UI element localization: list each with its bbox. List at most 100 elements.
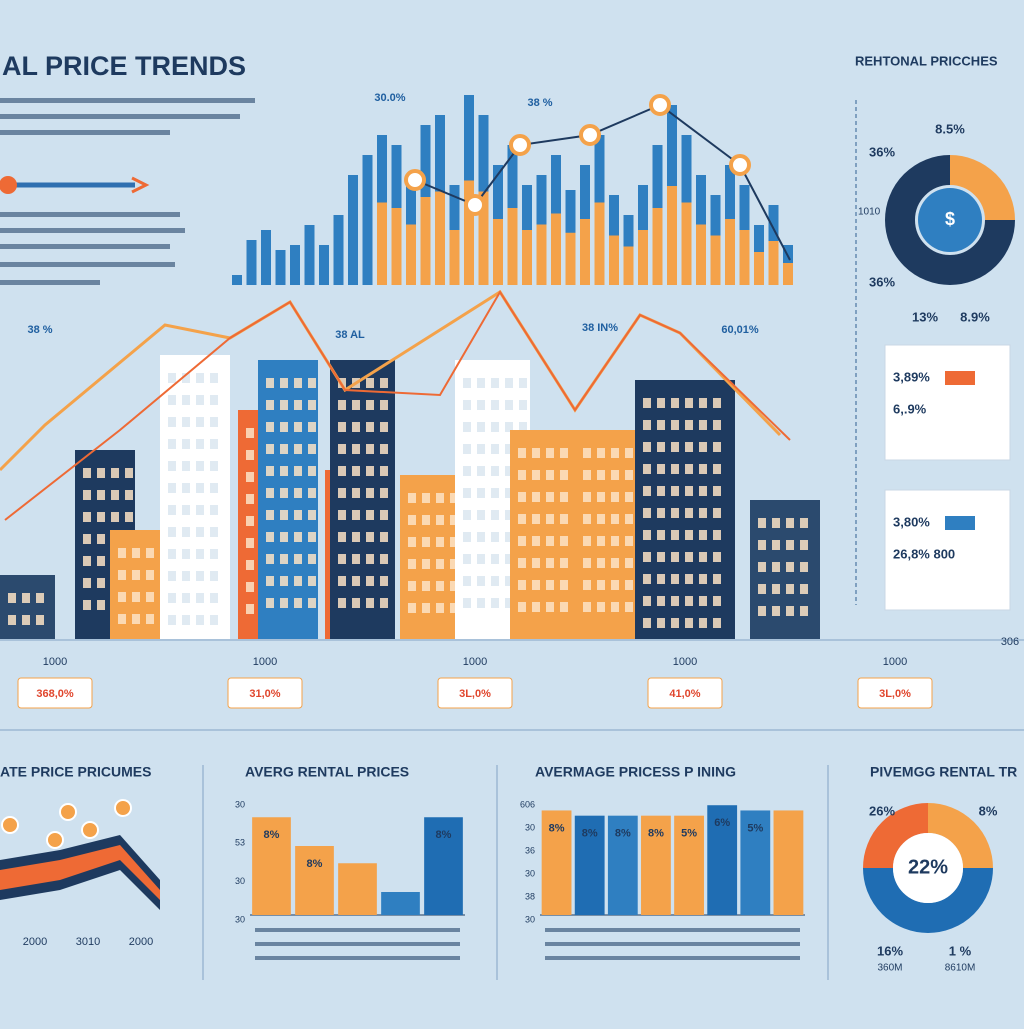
window bbox=[210, 571, 218, 581]
window bbox=[436, 581, 444, 591]
window bbox=[657, 530, 665, 540]
window bbox=[146, 614, 154, 624]
window bbox=[713, 618, 721, 628]
window bbox=[685, 530, 693, 540]
window bbox=[450, 603, 458, 613]
window bbox=[699, 398, 707, 408]
window bbox=[118, 548, 126, 558]
bar bbox=[252, 817, 291, 915]
window bbox=[685, 552, 693, 562]
window bbox=[168, 593, 176, 603]
deco-bar bbox=[652, 208, 663, 285]
window bbox=[518, 536, 526, 546]
window bbox=[22, 593, 30, 603]
window bbox=[463, 554, 471, 564]
deco-bar bbox=[681, 202, 692, 285]
window bbox=[597, 492, 605, 502]
window bbox=[583, 558, 591, 568]
deco-bar bbox=[783, 263, 793, 285]
chart-label: 30.0% bbox=[374, 92, 405, 104]
bar bbox=[740, 810, 771, 915]
bar bbox=[295, 846, 334, 915]
x-label: 3010 bbox=[76, 936, 100, 948]
window bbox=[83, 600, 91, 610]
window bbox=[380, 576, 388, 586]
window bbox=[477, 510, 485, 520]
window bbox=[196, 439, 204, 449]
bar bbox=[541, 810, 572, 915]
window bbox=[505, 488, 513, 498]
window bbox=[118, 592, 126, 602]
axis-label: 53 bbox=[235, 838, 245, 848]
year-label: 1000 bbox=[463, 656, 487, 668]
window bbox=[463, 444, 471, 454]
window bbox=[519, 422, 527, 432]
window bbox=[657, 596, 665, 606]
window bbox=[713, 442, 721, 452]
window bbox=[246, 494, 254, 504]
window bbox=[182, 527, 190, 537]
window bbox=[699, 552, 707, 562]
window bbox=[611, 602, 619, 612]
donut-hole bbox=[893, 833, 963, 903]
card bbox=[884, 489, 1011, 611]
window bbox=[308, 422, 316, 432]
window bbox=[597, 580, 605, 590]
bar-label: 8% bbox=[549, 822, 565, 834]
deco-bar bbox=[696, 224, 706, 285]
bar-label: 5% bbox=[747, 822, 763, 834]
window bbox=[338, 554, 346, 564]
window bbox=[713, 486, 721, 496]
window bbox=[597, 470, 605, 480]
window bbox=[168, 395, 176, 405]
window bbox=[83, 468, 91, 478]
window bbox=[597, 448, 605, 458]
deco-dot bbox=[579, 124, 601, 146]
window bbox=[699, 420, 707, 430]
window bbox=[699, 618, 707, 628]
window bbox=[168, 505, 176, 515]
window bbox=[758, 518, 766, 528]
window bbox=[380, 466, 388, 476]
window bbox=[546, 558, 554, 568]
window bbox=[546, 448, 554, 458]
window bbox=[657, 574, 665, 584]
window bbox=[786, 606, 794, 616]
window bbox=[699, 530, 707, 540]
window bbox=[422, 581, 430, 591]
window bbox=[671, 442, 679, 452]
window bbox=[786, 540, 794, 550]
window bbox=[168, 549, 176, 559]
bar-label: 8% bbox=[582, 828, 598, 840]
window bbox=[146, 548, 154, 558]
deco-bar bbox=[754, 252, 764, 285]
window bbox=[463, 422, 471, 432]
window bbox=[611, 448, 619, 458]
window bbox=[758, 562, 766, 572]
card-value: 3,89% bbox=[893, 369, 930, 384]
window bbox=[380, 422, 388, 432]
window bbox=[436, 537, 444, 547]
window bbox=[477, 444, 485, 454]
window bbox=[597, 514, 605, 524]
panel-title: PIVEMGG RENTAL TR bbox=[870, 764, 1017, 780]
window bbox=[36, 615, 44, 625]
window bbox=[518, 580, 526, 590]
window bbox=[477, 576, 485, 586]
window bbox=[308, 554, 316, 564]
window bbox=[657, 552, 665, 562]
window bbox=[477, 532, 485, 542]
window bbox=[532, 558, 540, 568]
window bbox=[505, 444, 513, 454]
window bbox=[772, 584, 780, 594]
window bbox=[97, 468, 105, 478]
window bbox=[597, 558, 605, 568]
window bbox=[505, 554, 513, 564]
window bbox=[246, 604, 254, 614]
window bbox=[657, 618, 665, 628]
window bbox=[643, 618, 651, 628]
window bbox=[671, 508, 679, 518]
window bbox=[338, 532, 346, 542]
year-label: 1000 bbox=[673, 656, 697, 668]
window bbox=[643, 464, 651, 474]
